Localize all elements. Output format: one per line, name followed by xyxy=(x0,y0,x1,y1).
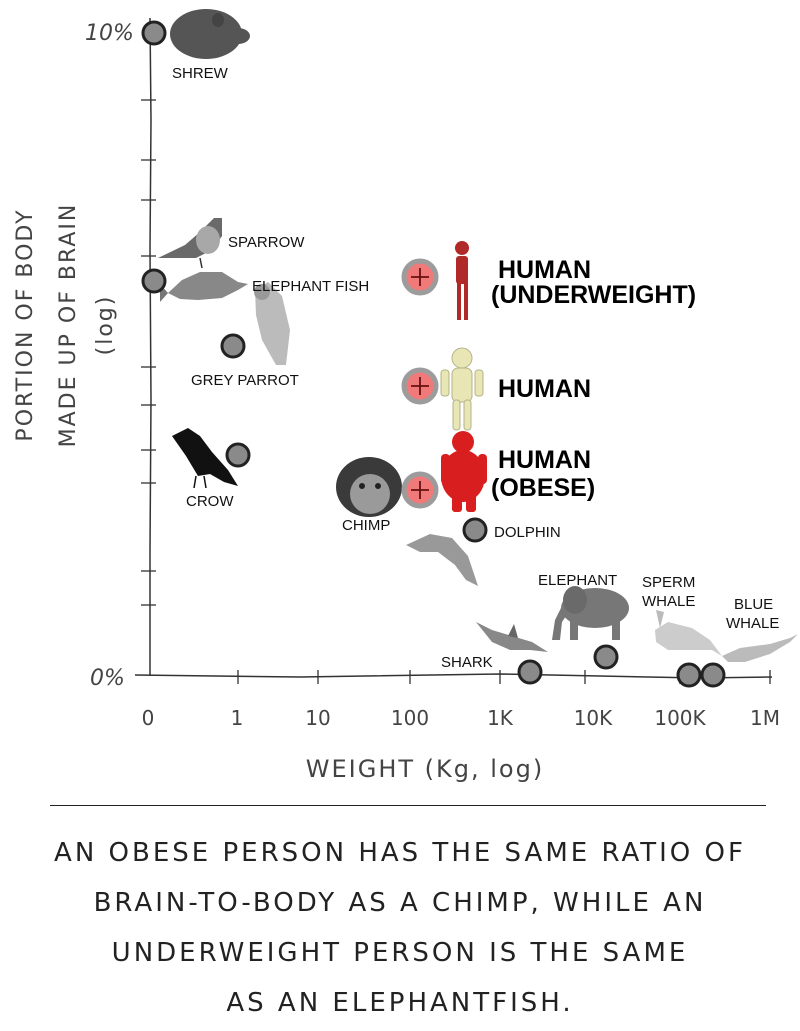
human-obese-icon xyxy=(441,431,487,512)
x-tick-labels: 0 1 10 100 1K 10K 100K 1M xyxy=(142,706,780,730)
point-marker xyxy=(141,268,167,294)
label-elephant-fish: ELEPHANT FISH xyxy=(252,278,369,295)
point-marker xyxy=(676,662,702,688)
point-marker xyxy=(593,644,619,670)
y-axis-title-line: MADE UP OF BRAIN xyxy=(56,203,81,448)
label-human-obese: HUMAN xyxy=(498,446,591,474)
data-points xyxy=(141,20,726,688)
point-marker xyxy=(220,333,246,359)
data-point xyxy=(141,20,167,46)
caption-divider xyxy=(50,805,766,806)
shrew-icon xyxy=(170,9,250,59)
x-axis xyxy=(134,673,773,679)
label-human-underweight: HUMAN xyxy=(498,256,591,284)
point-marker xyxy=(700,662,726,688)
label-sperm-whale: WHALE xyxy=(642,593,695,610)
label-grey-parrot: GREY PARROT xyxy=(191,372,299,389)
human-icon xyxy=(440,347,484,431)
human-underweight-icon xyxy=(455,241,469,320)
label-dolphin: DOLPHIN xyxy=(494,524,561,541)
data-point xyxy=(676,662,702,688)
y-axis-title-line: (log) xyxy=(93,295,118,356)
x-tick-label: 0 xyxy=(142,706,155,730)
caption-line: UNDERWEIGHT PERSON IS THE SAME xyxy=(111,938,689,968)
x-tick-label: 1K xyxy=(487,706,514,730)
y-axis-ticks xyxy=(141,99,156,606)
brain-body-chart: 10% 0% 0 1 10 100 1K 10K 100K 1M WEIGHT … xyxy=(13,9,798,783)
data-point xyxy=(225,442,251,468)
x-tick-label: 100K xyxy=(654,706,706,730)
sparrow-icon xyxy=(158,218,222,269)
data-point xyxy=(462,517,488,543)
label-blue-whale: BLUE xyxy=(734,596,773,613)
chimp-icon xyxy=(336,457,402,517)
elephant-fish-icon xyxy=(160,272,248,302)
highlight-point xyxy=(401,258,439,296)
x-axis-title: WEIGHT (Kg, log) xyxy=(306,755,544,783)
x-tick-label: 100 xyxy=(391,706,429,730)
caption-line: BRAIN-TO-BODY AS A CHIMP, WHILE AN xyxy=(93,888,707,918)
highlight-point xyxy=(401,367,439,405)
data-point xyxy=(220,333,246,359)
y-axis-title: PORTION OF BODY MADE UP OF BRAIN (log) xyxy=(13,203,118,448)
x-tick-label: 1M xyxy=(750,706,780,730)
data-point xyxy=(141,268,167,294)
caption-line: AN OBESE PERSON HAS THE SAME RATIO OF xyxy=(54,838,746,868)
highlight-point xyxy=(401,471,439,509)
elephant-icon xyxy=(552,586,629,640)
dolphin-icon xyxy=(406,534,478,586)
point-marker xyxy=(462,517,488,543)
label-elephant: ELEPHANT xyxy=(538,572,617,589)
label-human: HUMAN xyxy=(498,375,591,403)
label-blue-whale: WHALE xyxy=(726,615,779,632)
data-point xyxy=(700,662,726,688)
point-marker xyxy=(517,659,543,685)
point-marker xyxy=(141,20,167,46)
label-chimp: CHIMP xyxy=(342,517,390,534)
data-point xyxy=(517,659,543,685)
crow-icon xyxy=(172,428,238,489)
x-tick-label: 10K xyxy=(574,706,613,730)
grey-parrot-icon xyxy=(254,282,290,365)
sperm-whale-icon xyxy=(655,610,722,656)
x-tick-label: 10 xyxy=(305,706,330,730)
y-axis xyxy=(149,17,152,676)
label-human-underweight: (UNDERWEIGHT) xyxy=(491,281,696,309)
shark-icon xyxy=(476,622,548,652)
label-shark: SHARK xyxy=(441,654,493,671)
blue-whale-icon xyxy=(722,634,798,662)
x-axis-ticks xyxy=(237,670,771,684)
label-human-obese: (OBESE) xyxy=(491,474,595,502)
point-marker xyxy=(225,442,251,468)
y-axis-title-line: PORTION OF BODY xyxy=(13,208,38,441)
caption-line: AS AN ELEPHANTFISH. xyxy=(226,988,574,1018)
y-tick-bottom: 0% xyxy=(90,666,125,691)
label-sparrow: SPARROW xyxy=(228,234,305,251)
data-point xyxy=(593,644,619,670)
label-crow: CROW xyxy=(186,493,234,510)
label-sperm-whale: SPERM xyxy=(642,574,695,591)
y-tick-top: 10% xyxy=(85,21,134,46)
caption: AN OBESE PERSON HAS THE SAME RATIO OF BR… xyxy=(0,828,800,1028)
point-labels: SHREW SPARROW ELEPHANT FISH GREY PARROT … xyxy=(172,65,779,671)
label-shrew: SHREW xyxy=(172,65,229,82)
x-tick-label: 1 xyxy=(231,706,244,730)
